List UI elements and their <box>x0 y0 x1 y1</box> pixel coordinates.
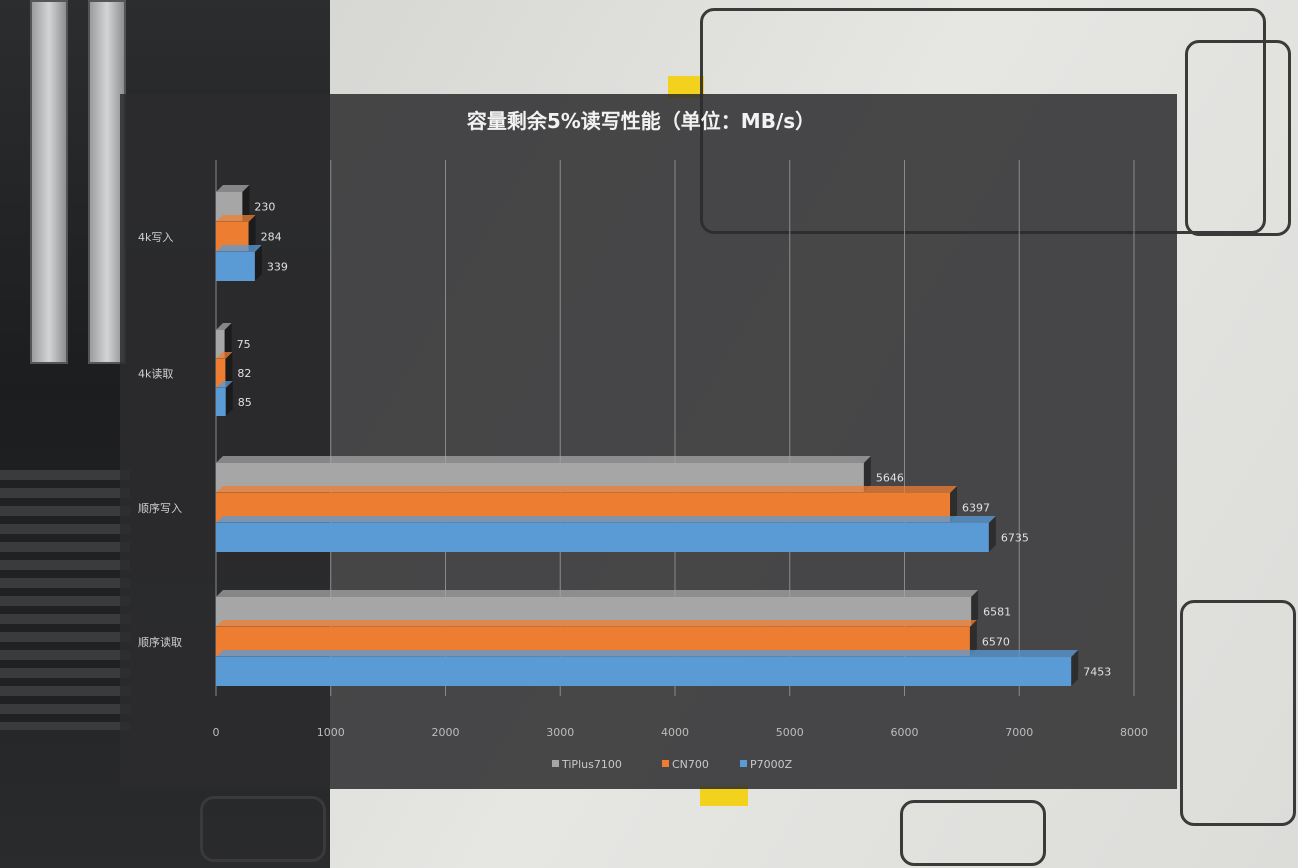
data-label: 82 <box>237 367 251 380</box>
legend-label: CN700 <box>672 758 709 771</box>
data-label: 6735 <box>1001 532 1029 545</box>
bar-top <box>216 185 250 192</box>
x-tick-label: 7000 <box>1005 726 1033 739</box>
bar-side <box>225 352 233 387</box>
line-drawing <box>1185 40 1291 236</box>
legend-label: P7000Z <box>750 758 793 771</box>
bar-side <box>950 486 958 522</box>
y-category-label: 顺序写入 <box>138 501 182 515</box>
chart-title: 容量剩余5%读写性能（单位：MB/s） <box>467 109 815 133</box>
chart-panel: 容量剩余5%读写性能（单位：MB/s） 0 1000 2000 3000 4000 500… <box>120 94 1177 789</box>
line-drawing <box>200 796 326 862</box>
bar-face <box>216 330 225 358</box>
bar-top <box>216 590 979 597</box>
bar-face <box>216 359 226 387</box>
x-tick-label: 0 <box>213 726 220 739</box>
legend-swatch <box>740 760 747 767</box>
yellow-tab <box>700 786 748 806</box>
bar-face <box>216 657 1072 686</box>
data-label: 339 <box>267 261 288 274</box>
labels: 0 1000 2000 3000 4000 5000 6000 7000 8000 4k写入 230… <box>138 201 1148 740</box>
bar-TiPlus7100 <box>216 323 232 358</box>
data-label: 75 <box>237 338 251 351</box>
bar-chart: 容量剩余5%读写性能（单位：MB/s） 0 1000 2000 3000 4000 500… <box>138 109 1148 771</box>
data-label: 6581 <box>983 606 1011 619</box>
legend-swatch <box>662 760 669 767</box>
bar-top <box>216 650 1079 657</box>
bar-top <box>216 620 977 627</box>
bar-side <box>225 381 233 416</box>
data-label: 7453 <box>1083 666 1111 679</box>
data-label: 230 <box>254 201 275 214</box>
line-drawing <box>1180 600 1296 826</box>
line-drawing <box>900 800 1046 866</box>
bar-face <box>216 252 255 281</box>
legend-label: TiPlus7100 <box>561 758 622 771</box>
bar-top <box>216 352 233 359</box>
bar-CN700 <box>216 352 233 387</box>
x-tick-label: 8000 <box>1120 726 1148 739</box>
data-label: 6397 <box>962 502 990 515</box>
bar-top <box>216 381 233 388</box>
bar-P7000Z <box>216 245 262 281</box>
bar-side <box>971 590 979 626</box>
data-label: 6570 <box>982 636 1010 649</box>
bar-face <box>216 523 989 552</box>
legend: TiPlus7100 CN700 P7000Z <box>552 758 793 771</box>
bars <box>216 185 1079 686</box>
x-tick-label: 5000 <box>776 726 804 739</box>
bar-top <box>216 456 871 463</box>
data-label: 85 <box>238 396 252 409</box>
bar-top <box>216 215 256 222</box>
y-category-label: 4k读取 <box>138 367 173 381</box>
bar-side <box>224 323 232 358</box>
x-tick-label: 4000 <box>661 726 689 739</box>
legend-swatch <box>552 760 559 767</box>
x-tick-label: 3000 <box>546 726 574 739</box>
bar-side <box>988 516 996 552</box>
bar-top <box>216 486 958 493</box>
bar-face <box>216 388 226 416</box>
data-label: 5646 <box>876 472 904 485</box>
x-tick-label: 1000 <box>317 726 345 739</box>
bar-top <box>216 516 996 523</box>
x-tick-label: 6000 <box>891 726 919 739</box>
bar-top <box>216 245 262 252</box>
bar-side <box>969 620 977 656</box>
bar-side <box>242 185 250 221</box>
heatsink <box>0 470 130 730</box>
bar-P7000Z <box>216 381 233 416</box>
bar-side <box>1071 650 1079 686</box>
y-category-label: 4k写入 <box>138 231 173 244</box>
bar-P7000Z <box>216 516 996 552</box>
x-tick-label: 2000 <box>432 726 460 739</box>
yellow-tab <box>668 76 704 98</box>
y-category-label: 顺序读取 <box>138 635 182 649</box>
bar-side <box>863 456 871 492</box>
bar-top <box>216 323 232 330</box>
bar-side <box>248 215 256 251</box>
bar-P7000Z <box>216 650 1079 686</box>
ram-stick <box>30 0 68 364</box>
data-label: 284 <box>261 231 282 244</box>
bar-side <box>254 245 262 281</box>
